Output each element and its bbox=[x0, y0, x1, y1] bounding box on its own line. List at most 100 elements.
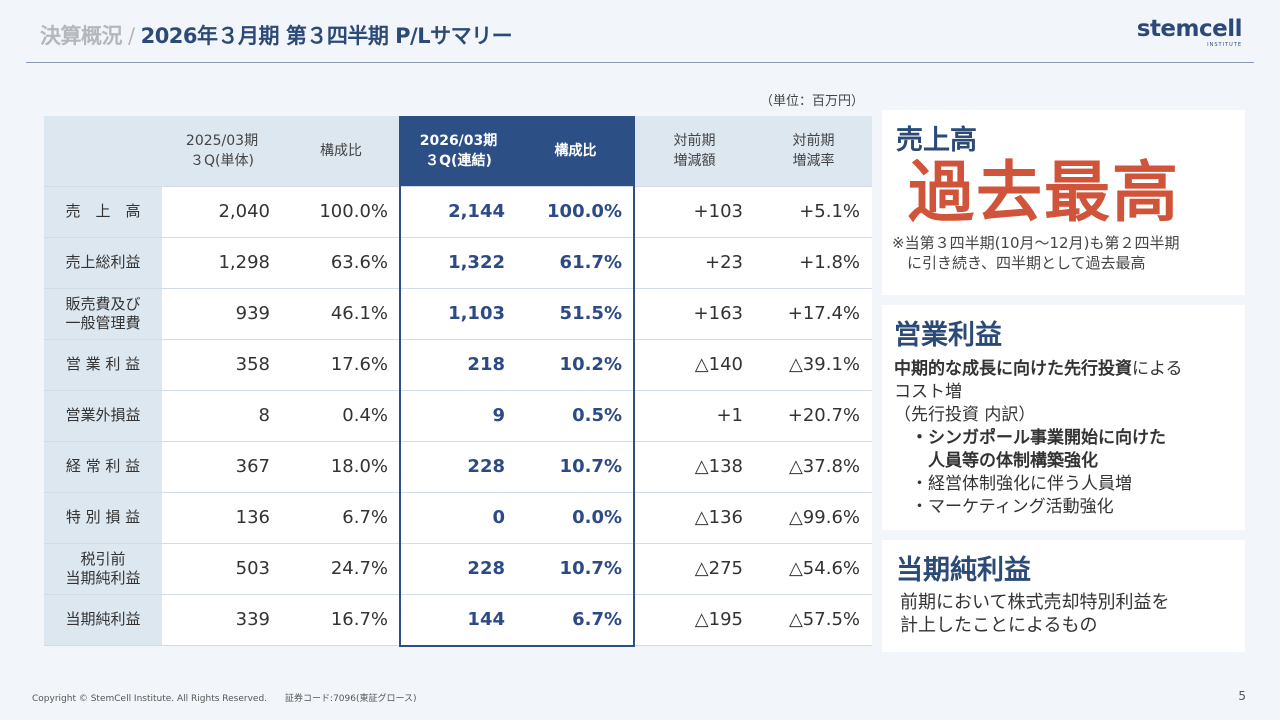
table-cell: △57.5% bbox=[755, 594, 872, 646]
table-cell: +1.8% bbox=[755, 237, 872, 289]
column-header: 対前期 増減率 bbox=[755, 116, 872, 187]
row-label: 当期純利益 bbox=[44, 594, 162, 646]
breadcrumb: 決算概況 bbox=[40, 24, 123, 48]
unit-label: （単位：百万円） bbox=[760, 94, 865, 109]
table-cell: 10.7% bbox=[517, 441, 634, 493]
copyright: Copyright © StemCell Institute. All Righ… bbox=[32, 694, 417, 704]
table-cell: 51.5% bbox=[517, 288, 634, 340]
table-cell: 17.6% bbox=[282, 339, 400, 391]
column-header: 構成比 bbox=[517, 116, 634, 187]
sales-panel: 売上高 過去最高 ※当第３四半期(10月～12月)も第２四半期 に引き続き、四半… bbox=[882, 110, 1245, 295]
table-cell: 228 bbox=[400, 543, 517, 595]
table-cell: △136 bbox=[634, 492, 755, 544]
table-cell: +5.1% bbox=[755, 186, 872, 238]
table-cell: +23 bbox=[634, 237, 755, 289]
page-title: 決算概況/2026年３月期 第３四半期 P/Lサマリー bbox=[40, 20, 513, 50]
column-header: 2025/03期 ３Q(単体) bbox=[162, 116, 282, 187]
net-line-2: 計上したことによるもの bbox=[900, 615, 1098, 636]
table-cell: 10.2% bbox=[517, 339, 634, 391]
table-cell: 136 bbox=[162, 492, 282, 544]
op-line-7: ・マーケティング活動強化 bbox=[894, 497, 1114, 517]
table-cell: 6.7% bbox=[282, 492, 400, 544]
column-header: 構成比 bbox=[282, 116, 400, 187]
pl-table: 2025/03期 ３Q(単体) 構成比 2026/03期 ３Q(連結) 構成比 対前期 … bbox=[44, 116, 872, 646]
row-label: 売上総利益 bbox=[44, 237, 162, 289]
breadcrumb-separator: / bbox=[128, 24, 135, 48]
sales-note-1: ※当第３四半期(10月～12月)も第２四半期 bbox=[892, 234, 1180, 252]
table-cell: △138 bbox=[634, 441, 755, 493]
table-cell: △140 bbox=[634, 339, 755, 391]
logo: stemcell INSTITUTE bbox=[1136, 16, 1243, 48]
title-text: 2026年３月期 第３四半期 P/Lサマリー bbox=[140, 24, 513, 48]
record-high-text: 過去最高 bbox=[908, 154, 1180, 231]
row-label: 営 業 利 益 bbox=[44, 339, 162, 391]
table-cell: △195 bbox=[634, 594, 755, 646]
table-cell: 2,144 bbox=[400, 186, 517, 238]
table-cell: 228 bbox=[400, 441, 517, 493]
table-cell: +163 bbox=[634, 288, 755, 340]
table-cell: 0 bbox=[400, 492, 517, 544]
row-label: 営業外損益 bbox=[44, 390, 162, 442]
table-cell: 61.7% bbox=[517, 237, 634, 289]
table-cell: 2,040 bbox=[162, 186, 282, 238]
op-panel: 営業利益 中期的な成長に向けた先行投資による コスト増 （先行投資 内訳） ・シ… bbox=[882, 305, 1245, 530]
table-row: 販売費及び 一般管理費 939 46.1% 1,103 51.5% +163 +17.4% bbox=[44, 288, 872, 340]
op-line-2: コスト増 bbox=[894, 382, 962, 402]
row-label: 特 別 損 益 bbox=[44, 492, 162, 544]
table-cell: 0.5% bbox=[517, 390, 634, 442]
table-cell: 0.0% bbox=[517, 492, 634, 544]
op-line-bold: 中期的な成長に向けた先行投資 bbox=[894, 359, 1132, 379]
op-line-6: ・経営体制強化に伴う人員増 bbox=[894, 474, 1132, 494]
table-cell: +103 bbox=[634, 186, 755, 238]
sales-note-2: に引き続き、四半期として過去最高 bbox=[892, 254, 1146, 272]
table-cell: △275 bbox=[634, 543, 755, 595]
column-header: 対前期 増減額 bbox=[634, 116, 755, 187]
table-row: 営業外損益 8 0.4% 9 0.5% +1 +20.7% bbox=[44, 390, 872, 442]
op-heading: 営業利益 bbox=[894, 320, 1002, 351]
table-cell: 10.7% bbox=[517, 543, 634, 595]
row-label: 売 上 高 bbox=[44, 186, 162, 238]
table-cell: △37.8% bbox=[755, 441, 872, 493]
sales-heading: 売上高 bbox=[896, 125, 977, 156]
table-cell: △39.1% bbox=[755, 339, 872, 391]
table-cell: 46.1% bbox=[282, 288, 400, 340]
net-heading: 当期純利益 bbox=[896, 555, 1031, 586]
table-row: 税引前 当期純利益 503 24.7% 228 10.7% △275 △54.6% bbox=[44, 543, 872, 595]
table-cell: 144 bbox=[400, 594, 517, 646]
net-panel: 当期純利益 前期において株式売却特別利益を 計上したことによるもの bbox=[882, 540, 1245, 652]
table-cell: 367 bbox=[162, 441, 282, 493]
row-label: 経 常 利 益 bbox=[44, 441, 162, 493]
row-label: 税引前 当期純利益 bbox=[44, 543, 162, 595]
table-cell: △99.6% bbox=[755, 492, 872, 544]
column-header bbox=[44, 116, 162, 187]
table-row: 経 常 利 益 367 18.0% 228 10.7% △138 △37.8% bbox=[44, 441, 872, 493]
net-line-1: 前期において株式売却特別利益を bbox=[900, 592, 1170, 613]
table-cell: 1,322 bbox=[400, 237, 517, 289]
table-row: 営 業 利 益 358 17.6% 218 10.2% △140 △39.1% bbox=[44, 339, 872, 391]
table-cell: 9 bbox=[400, 390, 517, 442]
logo-sub: INSTITUTE bbox=[1207, 42, 1242, 48]
table-cell: 339 bbox=[162, 594, 282, 646]
table-cell: 6.7% bbox=[517, 594, 634, 646]
op-line-1: による bbox=[1132, 359, 1183, 379]
page-number: 5 bbox=[1238, 689, 1246, 703]
table-cell: 100.0% bbox=[282, 186, 400, 238]
table-cell: 218 bbox=[400, 339, 517, 391]
table-cell: 358 bbox=[162, 339, 282, 391]
table-cell: 100.0% bbox=[517, 186, 634, 238]
row-label: 販売費及び 一般管理費 bbox=[44, 288, 162, 340]
table-cell: △54.6% bbox=[755, 543, 872, 595]
table-cell: 8 bbox=[162, 390, 282, 442]
table-cell: 1,298 bbox=[162, 237, 282, 289]
logo-word: stemcell bbox=[1136, 16, 1243, 42]
table-cell: 18.0% bbox=[282, 441, 400, 493]
table-cell: +20.7% bbox=[755, 390, 872, 442]
table-cell: 0.4% bbox=[282, 390, 400, 442]
table-cell: 1,103 bbox=[400, 288, 517, 340]
table-row: 売 上 高 2,040 100.0% 2,144 100.0% +103 +5.1% bbox=[44, 186, 872, 238]
table-row: 特 別 損 益 136 6.7% 0 0.0% △136 △99.6% bbox=[44, 492, 872, 544]
table-cell: 24.7% bbox=[282, 543, 400, 595]
header-divider bbox=[26, 62, 1254, 63]
table-cell: 16.7% bbox=[282, 594, 400, 646]
table-cell: 939 bbox=[162, 288, 282, 340]
